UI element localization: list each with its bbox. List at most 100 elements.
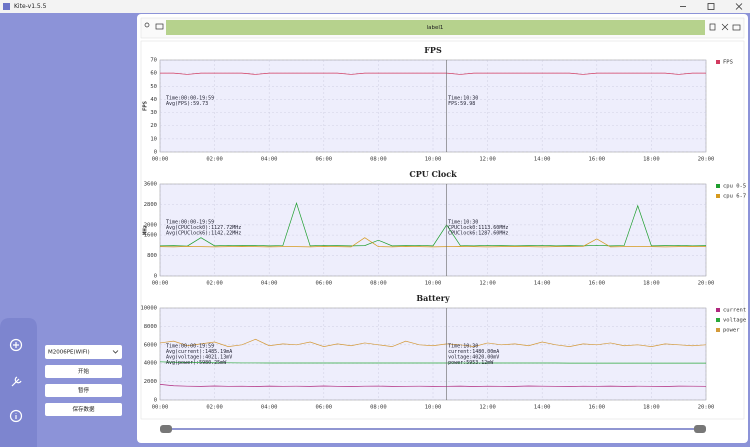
x-tick-label: 20:00 [698,157,715,163]
x-tick-label: 02:00 [206,405,223,411]
summary-text: Avg(CPUClock0):1127.72MHz [166,225,241,231]
x-tick-label: 10:00 [425,281,442,287]
title-bar [0,0,750,13]
cursor-text: current:1480.00mA [448,349,499,355]
series-line [159,202,707,247]
user-icon[interactable] [144,22,150,28]
y-tick-label: 0 [154,150,157,156]
y-tick-label: 3600 [144,182,157,188]
x-tick-label: 10:00 [425,405,442,411]
close-button[interactable] [735,3,743,10]
x-tick-label: 06:00 [316,281,333,287]
window-title: Kite-v1.5.5 [14,3,47,10]
image-icon[interactable] [155,23,164,30]
series-line [160,72,706,75]
summary-text: Avg(current):1485.19mA [166,349,232,355]
legend-label: voltage [723,318,746,324]
sidebar-button-label: 保存数据 [72,405,95,413]
summary-text: Time:00:00-19:59 [166,344,214,350]
cursor-text: voltage:4020.00mV [448,355,499,361]
x-tick-label: 14:00 [534,405,551,411]
settings-icon[interactable] [11,376,22,387]
sidebar-button-label: 开始 [78,367,90,375]
legend-swatch [716,318,720,322]
x-tick-label: 08:00 [370,281,387,287]
summary-text: Avg(CPUClock6):1142.22MHz [166,231,241,237]
x-tick-label: 12:00 [479,157,496,163]
series-line [159,361,706,364]
x-tick-label: 04:00 [261,405,278,411]
summary-text: Time:00:00-19:59 [166,220,214,226]
x-tick-label: 16:00 [589,281,606,287]
info-icon[interactable] [9,409,23,423]
cursor-text: Time:10:30 [448,96,478,102]
sidebar-button[interactable] [45,384,122,397]
y-tick-label: 10 [150,136,157,142]
legend-swatch [716,184,720,188]
y-tick-label: 0 [154,398,157,404]
y-tick-label: 40 [150,97,157,103]
series-line [159,338,707,348]
app-icon [3,3,10,10]
y-tick-label: 50 [150,84,157,90]
y-tick-label: 60 [150,71,157,77]
summary-text: Avg(FPS):59.73 [166,101,208,107]
cursor-text: Time:10:30 [448,220,478,226]
range-slider-start[interactable] [160,425,172,433]
sidebar-button[interactable] [45,403,122,416]
sidebar-button-label: 暂停 [78,386,90,394]
y-tick-label: 0 [154,274,157,280]
save-icon[interactable] [709,23,716,31]
cursor-text: Time:10:30 [448,344,478,350]
y-tick-label: 2800 [144,202,157,208]
x-tick-label: 06:00 [316,157,333,163]
x-tick-label: 18:00 [643,281,660,287]
legend-label: power [723,328,740,334]
x-tick-label: 14:00 [534,281,551,287]
sidebar-button[interactable] [45,365,122,378]
x-tick-label: 00:00 [152,281,169,287]
summary-text: Avg(power):5980.25mW [166,360,227,366]
x-tick-label: 12:00 [479,405,496,411]
x-tick-label: 12:00 [479,281,496,287]
x-tick-label: 04:00 [261,157,278,163]
chart-title: Battery [416,293,450,303]
y-tick-label: 2000 [144,222,157,228]
dropdown-arrow [112,350,119,354]
folder-icon[interactable] [732,24,741,31]
legend-swatch [716,308,720,312]
y-axis-label: FPS [143,101,149,111]
y-tick-label: 10000 [140,306,157,312]
y-tick-label: 800 [147,253,157,259]
legend-label: cpu 0-5 [723,184,746,190]
device-dropdown[interactable] [45,345,122,359]
label-bar [166,20,705,35]
chart-title: FPS [424,45,442,55]
y-tick-label: 70 [150,58,157,64]
x-tick-label: 00:00 [152,405,169,411]
x-tick-label: 08:00 [370,405,387,411]
legend-swatch [716,194,720,198]
device-name: M2006PE(WIFI) [48,350,90,356]
x-tick-label: 10:00 [425,157,442,163]
cut-icon[interactable] [721,23,729,31]
x-tick-label: 04:00 [261,281,278,287]
x-tick-label: 16:00 [589,405,606,411]
legend-label: cpu 6-7 [723,194,746,200]
series-line [159,237,707,248]
range-slider-end[interactable] [694,425,706,433]
maximize-button[interactable] [707,3,715,10]
y-tick-label: 30 [150,110,157,116]
legend-swatch [716,328,720,332]
x-tick-label: 02:00 [206,281,223,287]
add-icon-plus [13,342,19,348]
y-tick-label: 2000 [144,379,157,385]
cursor-text: FPS:59.98 [448,101,475,107]
legend-swatch [716,60,720,64]
series-line [159,384,707,387]
cursor-text: power:5953.12mW [448,360,494,366]
y-tick-label: 8000 [144,324,157,330]
x-tick-label: 18:00 [643,405,660,411]
add-icon[interactable] [9,338,23,352]
legend-label: current [723,308,746,314]
